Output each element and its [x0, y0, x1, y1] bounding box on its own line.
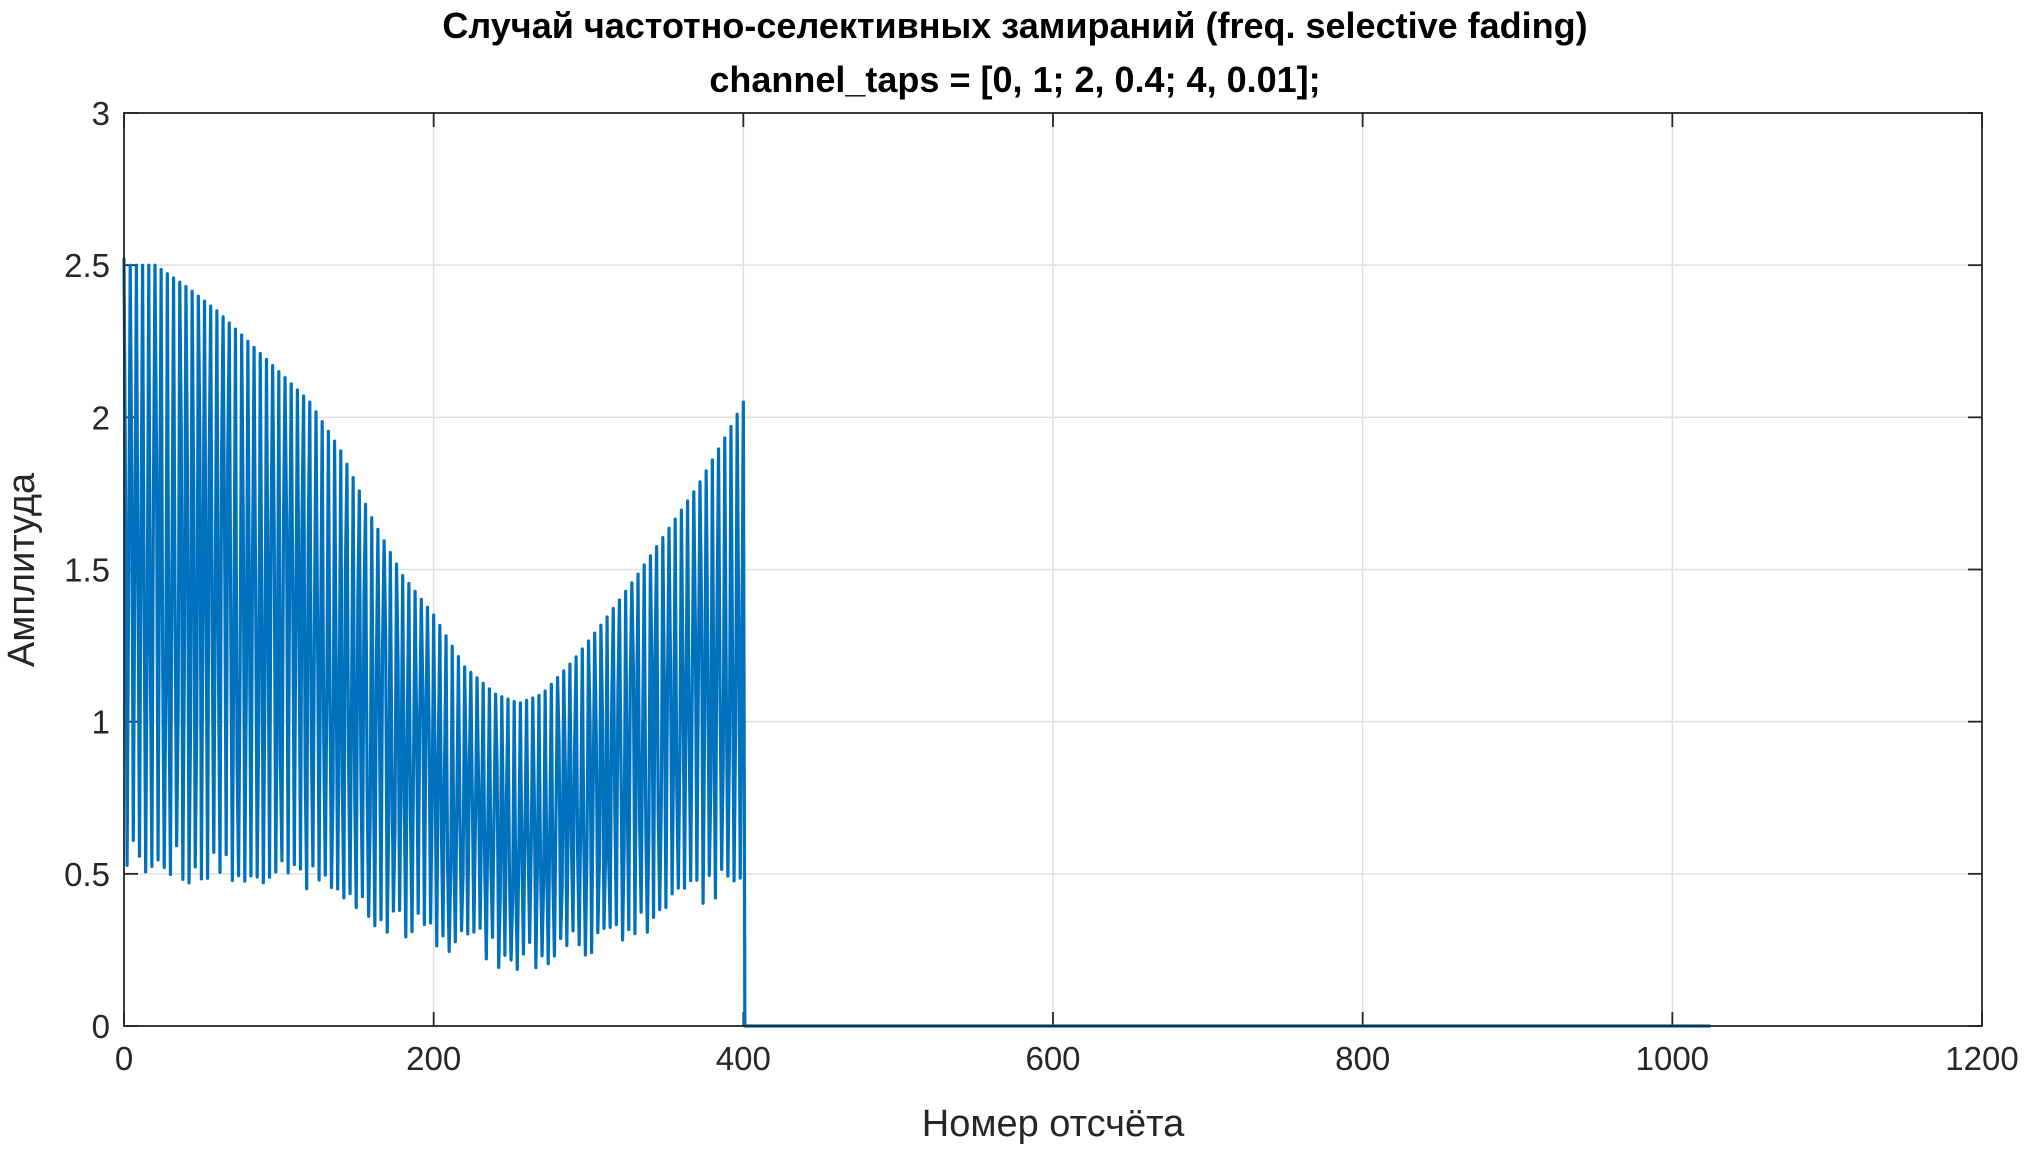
y-tick-label: 3: [92, 95, 110, 132]
x-tick-labels: 0 200 400 600 800 1000 1200: [115, 1040, 2019, 1077]
y-tick-label: 0.5: [64, 856, 110, 893]
y-tick-label: 2.5: [64, 247, 110, 284]
x-tick-label: 400: [716, 1040, 771, 1077]
x-tick-label: 600: [1025, 1040, 1080, 1077]
x-tick-label: 0: [115, 1040, 133, 1077]
chart-subtitle: channel_taps = [0, 1; 2, 0.4; 4, 0.01];: [709, 59, 1320, 100]
y-tick-label: 0: [92, 1008, 110, 1045]
x-tick-label: 1000: [1636, 1040, 1709, 1077]
y-tick-labels: 0 0.5 1 1.5 2 2.5 3: [64, 95, 110, 1045]
grid: [124, 113, 1982, 1026]
x-axis-label: Номер отсчёта: [922, 1103, 1185, 1145]
y-axis-label: Амплитуда: [1, 472, 43, 667]
y-tick-label: 1: [92, 704, 110, 741]
series-line: [122, 257, 1712, 1028]
x-tick-label: 200: [406, 1040, 461, 1077]
y-tick-label: 1.5: [64, 552, 110, 589]
axes-frame: [123, 112, 1983, 1027]
series-group: [122, 257, 1712, 1028]
x-tick-label: 1200: [1945, 1040, 2018, 1077]
y-tick-label: 2: [92, 399, 110, 436]
chart-title: Случай частотно-селективных замираний (f…: [442, 5, 1587, 46]
x-tick-label: 800: [1335, 1040, 1390, 1077]
